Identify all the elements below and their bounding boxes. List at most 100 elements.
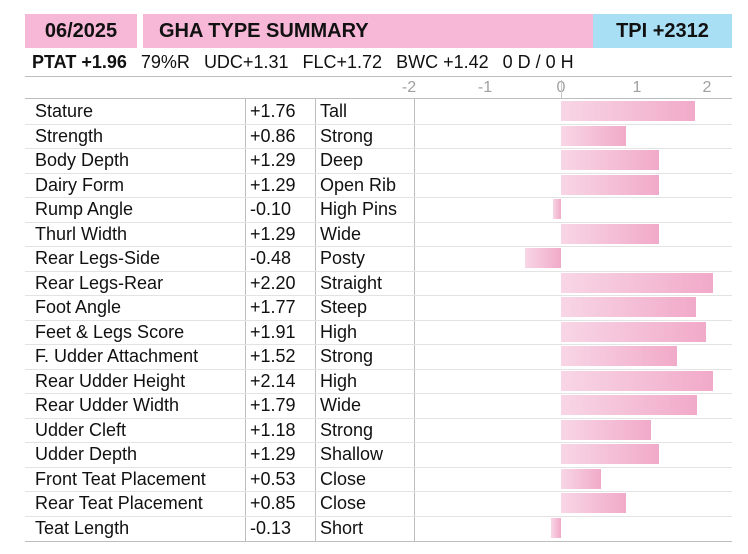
trait-bar bbox=[561, 150, 660, 170]
trait-name: Stature bbox=[35, 101, 94, 121]
header-divider bbox=[137, 14, 143, 48]
row-separator bbox=[25, 467, 732, 468]
trait-value: +2.14 bbox=[250, 371, 296, 391]
trait-row: Rump Angle -0.10 High Pins bbox=[25, 197, 415, 221]
trait-value: +1.29 bbox=[250, 175, 296, 195]
trait-name: F. Udder Attachment bbox=[35, 346, 199, 366]
trait-row: Body Depth +1.29 Deep bbox=[25, 148, 415, 172]
top-rule bbox=[25, 76, 732, 77]
row-separator bbox=[25, 320, 732, 321]
row-separator bbox=[25, 222, 732, 223]
trait-descriptor: High Pins bbox=[320, 199, 398, 219]
trait-value: -0.48 bbox=[250, 248, 292, 268]
trait-descriptor: Strong bbox=[320, 420, 374, 440]
trait-descriptor: Short bbox=[320, 518, 364, 538]
summary-date: 06/2025 bbox=[44, 20, 118, 42]
trait-name: Body Depth bbox=[35, 150, 130, 170]
trait-value: -0.10 bbox=[250, 199, 292, 219]
trait-row: Udder Cleft +1.18 Strong bbox=[25, 418, 415, 442]
trait-value: +0.53 bbox=[250, 469, 296, 489]
row-separator bbox=[25, 148, 732, 149]
trait-descriptor: Strong bbox=[320, 346, 374, 366]
x-tick-label: -1 bbox=[477, 79, 493, 96]
trait-descriptor: High bbox=[320, 371, 358, 391]
trait-descriptor: Tall bbox=[320, 101, 348, 121]
trait-row: Rear Udder Height +2.14 High bbox=[25, 369, 415, 393]
trait-bar bbox=[561, 346, 677, 366]
trait-name: Front Teat Placement bbox=[35, 469, 206, 489]
trait-name: Foot Angle bbox=[35, 297, 122, 317]
trait-name: Rear Udder Width bbox=[35, 395, 180, 415]
x-tick-label: -2 bbox=[401, 79, 417, 96]
trait-name: Rear Legs-Side bbox=[35, 248, 161, 268]
trait-name: Dairy Form bbox=[35, 175, 124, 195]
trait-value: +0.86 bbox=[250, 126, 296, 146]
trait-bar bbox=[561, 493, 626, 513]
row-separator bbox=[25, 516, 732, 517]
trait-row: F. Udder Attachment +1.52 Strong bbox=[25, 344, 415, 368]
row-separator bbox=[25, 173, 732, 174]
trait-descriptor: Straight bbox=[320, 273, 383, 293]
trait-row: Udder Depth +1.29 Shallow bbox=[25, 442, 415, 466]
column-divider-value bbox=[245, 98, 246, 541]
axis-rule bbox=[25, 98, 732, 99]
zero-tick-mark bbox=[561, 80, 562, 98]
header-bar: 06/2025 GHA TYPE SUMMARY TPI +2312 bbox=[25, 14, 732, 48]
trait-name: Strength bbox=[35, 126, 104, 146]
trait-bar bbox=[561, 126, 627, 146]
trait-value: -0.13 bbox=[250, 518, 292, 538]
row-separator bbox=[25, 246, 732, 247]
trait-bar bbox=[561, 273, 713, 293]
row-separator bbox=[25, 393, 732, 394]
x-tick-label: 2 bbox=[702, 79, 712, 96]
trait-name: Rear Udder Height bbox=[35, 371, 186, 391]
row-separator bbox=[25, 418, 732, 419]
trait-row: Rear Legs-Side -0.48 Posty bbox=[25, 246, 415, 270]
bottom-rule bbox=[25, 541, 732, 542]
trait-name: Rear Teat Placement bbox=[35, 493, 203, 513]
trait-name: Teat Length bbox=[35, 518, 130, 538]
trait-value: +1.29 bbox=[250, 150, 296, 170]
trait-descriptor: Deep bbox=[320, 150, 364, 170]
trait-name: Feet & Legs Score bbox=[35, 322, 185, 342]
trait-bar bbox=[561, 175, 660, 195]
column-divider-description bbox=[315, 98, 316, 541]
trait-descriptor: Strong bbox=[320, 126, 374, 146]
trait-value: +1.79 bbox=[250, 395, 296, 415]
trait-value: +1.76 bbox=[250, 101, 296, 121]
trait-row: Dairy Form +1.29 Open Rib bbox=[25, 173, 415, 197]
trait-row: Thurl Width +1.29 Wide bbox=[25, 222, 415, 246]
trait-row: Stature +1.76 Tall bbox=[25, 99, 415, 123]
trait-bar bbox=[551, 518, 561, 538]
flc-value: FLC+1.72 bbox=[302, 52, 383, 72]
trait-value: +1.29 bbox=[250, 444, 296, 464]
trait-value: +1.77 bbox=[250, 297, 296, 317]
trait-descriptor: Close bbox=[320, 493, 367, 513]
x-tick-label: 1 bbox=[632, 79, 642, 96]
trait-value: +1.18 bbox=[250, 420, 296, 440]
trait-row: Strength +0.86 Strong bbox=[25, 124, 415, 148]
trait-descriptor: Wide bbox=[320, 395, 362, 415]
trait-value: +1.52 bbox=[250, 346, 296, 366]
trait-bar bbox=[561, 395, 698, 415]
trait-name: Udder Cleft bbox=[35, 420, 127, 440]
trait-descriptor: Open Rib bbox=[320, 175, 397, 195]
tpi-badge: TPI +2312 bbox=[593, 14, 732, 48]
udc-value: UDC+1.31 bbox=[203, 52, 289, 72]
trait-row: Rear Legs-Rear +2.20 Straight bbox=[25, 271, 415, 295]
trait-descriptor: Posty bbox=[320, 248, 366, 268]
column-divider-chart bbox=[414, 98, 415, 541]
row-separator bbox=[25, 442, 732, 443]
trait-bar bbox=[561, 224, 660, 244]
row-separator bbox=[25, 369, 732, 370]
trait-bar bbox=[561, 420, 651, 440]
daughters-herds-value: 0 D / 0 H bbox=[502, 52, 574, 72]
trait-row: Feet & Legs Score +1.91 High bbox=[25, 320, 415, 344]
trait-descriptor: Shallow bbox=[320, 444, 384, 464]
summary-stats-line: PTAT +1.96 79%R UDC+1.31 FLC+1.72 BWC +1… bbox=[32, 51, 583, 73]
ptat-value: PTAT +1.96 bbox=[32, 52, 127, 72]
trait-value: +0.85 bbox=[250, 493, 296, 513]
trait-descriptor: Steep bbox=[320, 297, 368, 317]
row-separator bbox=[25, 124, 732, 125]
